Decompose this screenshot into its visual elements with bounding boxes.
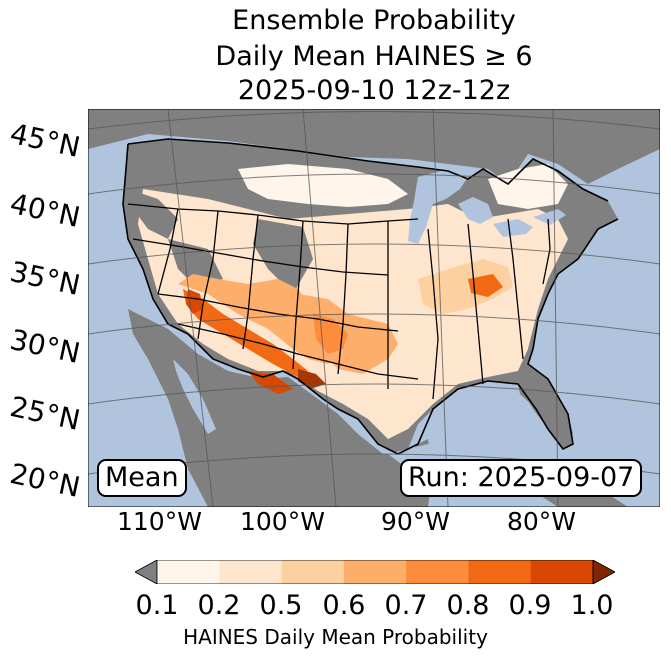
no-prob-nw	[128, 189, 178, 239]
colorbar-bin-4	[406, 560, 469, 584]
colorbar-over-arrow	[592, 560, 615, 584]
gulf-of-california	[173, 359, 216, 434]
lat-label-45: 45°N	[7, 117, 84, 164]
colorbar-bin-3	[343, 560, 407, 584]
lat-label-30: 30°N	[7, 323, 84, 370]
colorbar-tick-6: 0.9	[508, 590, 552, 621]
title-line-3: 2025-09-10 12z-12z	[237, 75, 511, 106]
colorbar-tick-2: 0.5	[259, 590, 303, 621]
lon-label-90: 90°W	[381, 507, 451, 536]
probability-area-high-plains	[313, 314, 348, 354]
colorbar-tick-5: 0.8	[446, 590, 490, 621]
lon-label-100: 100°W	[240, 507, 325, 536]
lat-label-25: 25°N	[7, 390, 84, 437]
state-borders	[127, 203, 551, 400]
gulf-coast-water	[388, 387, 568, 481]
title-line-2: Daily Mean HAINES ≥ 6	[215, 41, 533, 72]
canada-land	[88, 109, 660, 184]
colorbar-bin-1	[219, 560, 283, 584]
colorbar-tick-7: 1.0	[570, 590, 614, 621]
colorbar	[135, 560, 615, 584]
run-date-box: Run: 2025-09-07	[400, 459, 643, 497]
probability-area-very-light	[238, 164, 408, 207]
lat-label-20: 20°N	[7, 457, 84, 504]
lat-label-40: 40°N	[7, 187, 84, 234]
colorbar-bin-6	[530, 560, 594, 584]
colorbar-label: HAINES Daily Mean Probability	[183, 625, 488, 649]
great-lakes	[408, 169, 566, 244]
probability-area-east	[488, 164, 568, 209]
probability-area-peak-nm	[248, 371, 293, 394]
colorbar-bin-2	[281, 560, 345, 584]
probability-map	[88, 109, 660, 507]
title-line-1: Ensemble Probability	[232, 5, 516, 36]
florida-land	[518, 384, 573, 449]
colorbar-tick-1: 0.2	[197, 590, 241, 621]
mexico-land	[128, 309, 433, 507]
colorbar-bin-0	[157, 560, 220, 584]
colorbar-tick-0: 0.1	[135, 590, 179, 621]
lat-label-35: 35°N	[7, 255, 84, 302]
colorbar-bin-5	[468, 560, 532, 584]
colorbar-under-arrow	[135, 560, 158, 584]
lon-label-80: 80°W	[507, 507, 577, 536]
colorbar-tick-4: 0.7	[384, 590, 428, 621]
probability-area-medium	[178, 274, 348, 364]
probability-area-high-ky	[468, 274, 503, 297]
mean-label-box: Mean	[97, 459, 187, 497]
colorbar-tick-3: 0.6	[322, 590, 366, 621]
probability-area-ohio-valley	[418, 259, 513, 314]
lon-label-110: 110°W	[117, 507, 202, 536]
no-prob-rockies	[253, 219, 313, 294]
